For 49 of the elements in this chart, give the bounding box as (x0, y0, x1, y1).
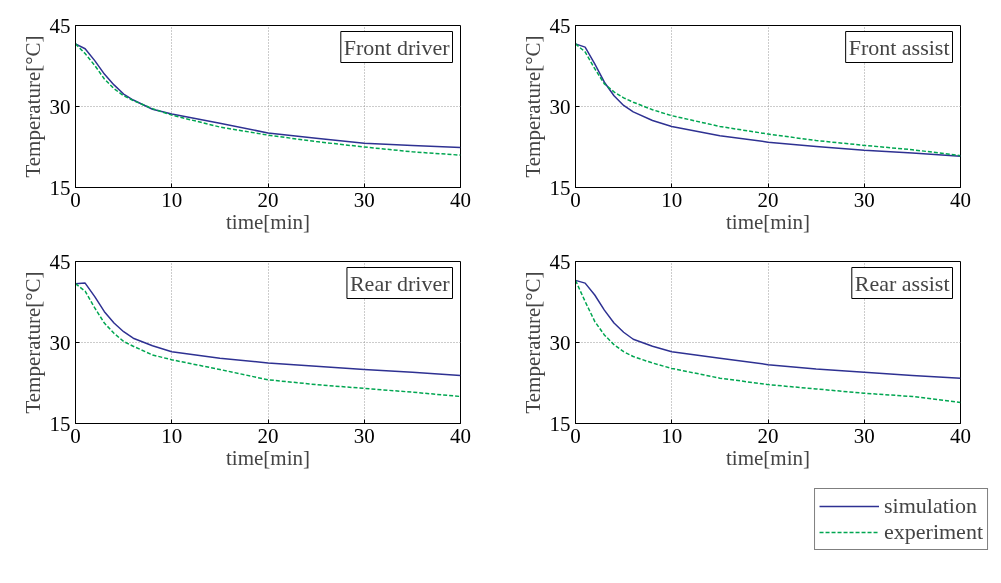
x-tick-label: 20 (757, 187, 779, 212)
annotation: Front assist (848, 34, 950, 60)
y-tick-label: 30 (49, 330, 71, 355)
line-series (575, 279, 961, 404)
x-tick-label: 0 (570, 423, 581, 448)
x-tick-label: 20 (257, 423, 279, 448)
x-tick-label: 0 (70, 423, 81, 448)
annotation: Front driver (343, 34, 451, 60)
y-tick-label: 15 (49, 175, 71, 200)
y-tick-label: 30 (549, 330, 571, 355)
y-axis-title: Temperature[°C] (20, 271, 45, 414)
y-tick-label: 15 (549, 411, 571, 436)
legend-label: simulation (884, 493, 977, 519)
y-tick-label: 45 (549, 249, 571, 274)
x-tick-label: 10 (161, 423, 183, 448)
y-tick-label: 15 (549, 175, 571, 200)
x-tick-label: 40 (950, 423, 971, 448)
y-axis-title: Temperature[°C] (520, 35, 545, 178)
x-tick-label: 40 (450, 187, 471, 212)
y-tick-label: 30 (549, 94, 571, 119)
x-tick-label: 30 (353, 187, 375, 212)
annotation: Rear assist (854, 270, 950, 296)
annotation: Rear driver (349, 270, 451, 296)
y-tick-label: 30 (49, 94, 71, 119)
x-tick-label: 10 (161, 187, 183, 212)
x-tick-label: 30 (353, 423, 375, 448)
x-axis-title: time[min] (226, 209, 310, 234)
x-axis-title: time[min] (226, 445, 310, 470)
y-tick-label: 45 (49, 13, 71, 38)
x-tick-label: 20 (257, 187, 279, 212)
x-tick-label: 40 (950, 187, 971, 212)
x-tick-label: 20 (757, 423, 779, 448)
x-tick-label: 0 (570, 187, 581, 212)
y-tick-label: 45 (49, 249, 71, 274)
y-tick-label: 45 (549, 13, 571, 38)
x-axis-title: time[min] (726, 209, 810, 234)
x-tick-label: 30 (853, 187, 875, 212)
y-axis-title: Temperature[°C] (20, 35, 45, 178)
legend-label: experiment (884, 519, 983, 545)
x-tick-label: 40 (450, 423, 471, 448)
line-series (575, 279, 961, 379)
x-tick-label: 10 (661, 423, 683, 448)
x-tick-label: 30 (853, 423, 875, 448)
x-axis-title: time[min] (726, 445, 810, 470)
x-tick-label: 0 (70, 187, 81, 212)
x-tick-label: 10 (661, 187, 683, 212)
line-series (575, 43, 961, 157)
y-tick-label: 15 (49, 411, 71, 436)
y-axis-title: Temperature[°C] (520, 271, 545, 414)
